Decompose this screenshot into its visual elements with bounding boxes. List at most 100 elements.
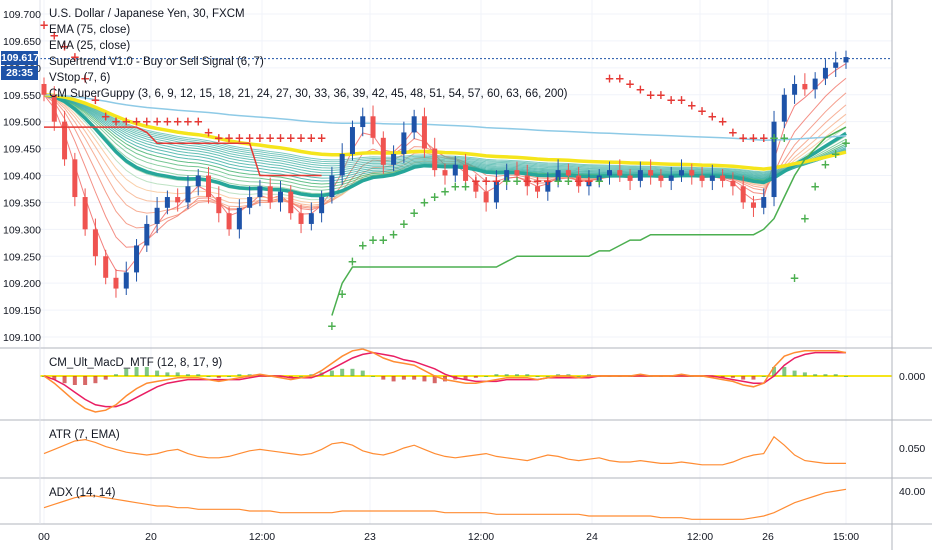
macd-histogram-bar xyxy=(350,368,355,376)
macd-histogram-bar xyxy=(844,376,848,377)
macd-histogram-bar xyxy=(586,374,591,376)
macd-histogram-bar xyxy=(113,374,118,376)
candle-body xyxy=(555,170,561,181)
macd-histogram-bar xyxy=(494,374,499,376)
supertrend-marker: + xyxy=(800,212,810,226)
candle-body xyxy=(781,94,787,122)
countdown-badge: 28:35 xyxy=(1,66,38,80)
adx-pane[interactable] xyxy=(43,488,847,520)
candle-body xyxy=(411,116,417,133)
supertrend-marker: + xyxy=(296,131,306,145)
macd-histogram-bar xyxy=(278,376,283,378)
supertrend-marker: + xyxy=(790,271,800,285)
candle-body xyxy=(668,175,674,181)
supertrend-marker: + xyxy=(49,29,59,43)
macd-histogram-bar xyxy=(257,374,262,376)
candle-body xyxy=(637,170,643,181)
legend-symbol[interactable]: U.S. Dollar / Japanese Yen, 30, FXCM xyxy=(49,8,245,20)
macd-histogram-bar xyxy=(227,376,232,377)
candle-body xyxy=(277,191,283,203)
macd-histogram-bar xyxy=(833,374,838,376)
supertrend-marker: + xyxy=(563,174,573,188)
supertrend-marker: + xyxy=(512,174,522,188)
macd-histogram-bar xyxy=(155,370,160,376)
time-tick-label: 26 xyxy=(762,531,774,543)
supertrend-marker: + xyxy=(90,93,100,107)
supertrend-marker: + xyxy=(203,125,213,139)
supertrend-marker: + xyxy=(152,115,162,129)
adx-pane-label[interactable]: ADX (14, 14) xyxy=(49,487,116,499)
supertrend-marker: + xyxy=(594,174,604,188)
supertrend-marker: + xyxy=(224,131,234,145)
macd-histogram-bar xyxy=(463,376,468,380)
macd-histogram-bar xyxy=(103,376,108,380)
supertrend-marker: + xyxy=(491,174,501,188)
candle-body xyxy=(617,170,623,176)
supertrend-marker: + xyxy=(841,136,851,150)
time-tick-label: 12:00 xyxy=(249,531,275,543)
candle-body xyxy=(833,62,839,68)
atr-pane-label[interactable]: ATR (7, EMA) xyxy=(49,429,120,441)
price-pane[interactable]: +++++++ + + + + + + + + ++ + + + + + + + + + + +++++ + + ++++ + +… xyxy=(39,18,892,333)
supertrend-marker: + xyxy=(60,39,70,53)
macd-histogram-bar xyxy=(751,376,756,380)
macd-pane-label[interactable]: CM_Ult_MacD_MTF (12, 8, 17, 9) xyxy=(49,357,223,369)
legend-vstop[interactable]: VStop (7, 6) xyxy=(49,72,111,84)
supertrend-marker: + xyxy=(70,50,80,64)
supertrend-marker: + xyxy=(810,179,820,193)
supertrend-marker: + xyxy=(676,93,686,107)
time-tick-label: 23 xyxy=(364,531,376,543)
legend-supertrend[interactable]: Supertrend V1.0 - Buy or Sell Signal (6,… xyxy=(49,56,264,68)
macd-histogram-bar xyxy=(401,376,406,380)
price-tick-label: 109.200 xyxy=(3,278,41,290)
legend-ema75[interactable]: EMA (75, close) xyxy=(49,24,131,36)
candle-body xyxy=(740,186,746,203)
supertrend-marker: + xyxy=(831,147,841,161)
macd-histogram-bar xyxy=(340,368,345,376)
price-legend: U.S. Dollar / Japanese Yen, 30, FXCM EMA… xyxy=(49,6,568,102)
atr-line xyxy=(43,435,846,466)
macd-histogram-bar xyxy=(412,376,417,380)
supertrend-marker: + xyxy=(543,174,553,188)
candle-body xyxy=(843,57,849,63)
candle-body xyxy=(82,197,88,230)
supertrend-marker: + xyxy=(481,174,491,188)
time-tick-label: 12:00 xyxy=(468,531,494,543)
candle-body xyxy=(370,116,376,138)
candle-body xyxy=(822,67,828,79)
candle-body xyxy=(627,175,633,181)
atr-pane[interactable] xyxy=(43,435,846,466)
supertrend-marker: + xyxy=(615,72,625,86)
legend-superguppy[interactable]: CM SuperGuppy (3, 6, 9, 12, 15, 18, 21, … xyxy=(49,88,568,100)
candle-body xyxy=(730,180,736,187)
macd-histogram-bar xyxy=(134,367,139,376)
supertrend-marker: + xyxy=(820,158,830,172)
price-tick-label: 109.150 xyxy=(3,305,41,317)
candle-body xyxy=(206,175,212,198)
supertrend-marker: + xyxy=(656,88,666,102)
price-tick-label: 109.350 xyxy=(3,197,41,209)
candle-body xyxy=(463,164,469,181)
macd-pane[interactable] xyxy=(40,348,892,413)
price-tick-label: 109.450 xyxy=(3,144,41,156)
atr-tick-label: 0.050 xyxy=(899,443,925,455)
time-tick-label: 00 xyxy=(38,531,50,543)
candle-body xyxy=(103,256,109,278)
macd-histogram-bar xyxy=(710,376,715,378)
price-tick-label: 109.550 xyxy=(3,90,41,102)
candle-body xyxy=(421,116,427,149)
candle-body xyxy=(812,78,818,90)
candle-body xyxy=(349,127,355,154)
candle-body xyxy=(401,132,407,154)
macd-histogram-bar xyxy=(772,367,777,376)
supertrend-marker: + xyxy=(389,228,399,242)
macd-histogram-bar xyxy=(175,372,180,376)
legend-ema25[interactable]: EMA (25, close) xyxy=(49,40,131,52)
vstop-line-bearish xyxy=(44,126,322,177)
supertrend-marker: + xyxy=(728,125,738,139)
supertrend-markers: +++++++ + + + + + + + + ++ + + + + + + + + + + +++++ + + ++++ + +… xyxy=(39,18,851,333)
supertrend-marker: + xyxy=(347,255,357,269)
candle-body xyxy=(493,180,499,203)
